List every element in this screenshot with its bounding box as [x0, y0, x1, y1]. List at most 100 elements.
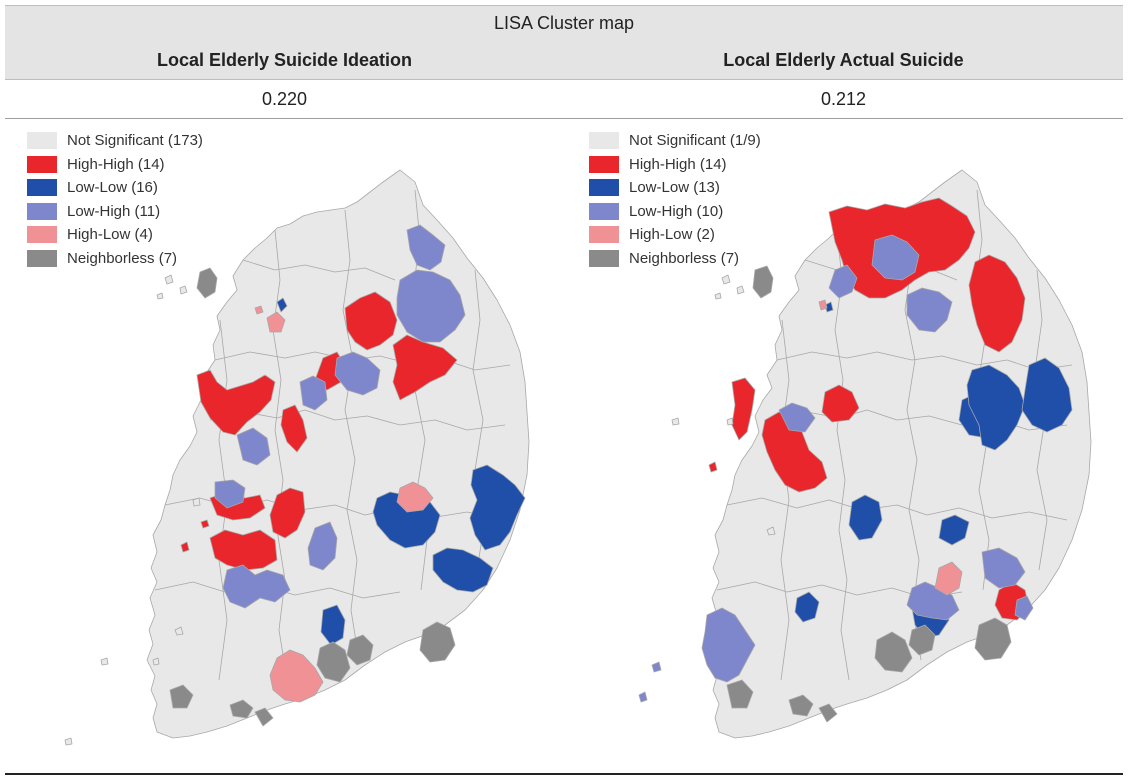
legend-label: Neighborless (7)	[629, 249, 740, 267]
district-neighborless	[169, 684, 194, 709]
island-low-high	[638, 661, 662, 703]
legend-item: Not Significant (1/9)	[589, 129, 761, 153]
district-neighborless	[818, 703, 838, 723]
district-high-high	[196, 369, 276, 436]
legend-label: Not Significant (173)	[67, 132, 203, 150]
district-high-low	[396, 481, 434, 513]
neighborless-swatch	[589, 249, 619, 267]
map-panel-actual: Not Significant (1/9) High-High (14) Low…	[567, 120, 1127, 775]
district-high-high	[269, 487, 306, 539]
high-low-swatch	[27, 226, 57, 244]
district-low-high	[406, 224, 446, 271]
district-low-high	[981, 547, 1026, 589]
legend-label: High-High (14)	[67, 155, 165, 173]
legend-item: Low-High (10)	[589, 200, 761, 224]
district-high-low	[934, 561, 963, 596]
district-low-high	[307, 521, 338, 571]
district-high-low	[254, 305, 264, 315]
moran-value-actual: 0.212	[820, 88, 867, 109]
legend-ideation: Not Significant (173) High-High (14) Low…	[27, 129, 203, 270]
district-low-high	[906, 581, 960, 621]
district-low-high	[222, 564, 291, 609]
legend-actual: Not Significant (1/9) High-High (14) Low…	[589, 129, 761, 270]
table-title-text: LISA Cluster map	[493, 13, 635, 33]
district-high-low	[818, 299, 828, 311]
legend-item: Neighborless (7)	[27, 247, 203, 271]
legend-label: Low-High (10)	[629, 202, 724, 220]
district-neighborless	[726, 679, 754, 709]
legend-item: Low-Low (16)	[27, 176, 203, 200]
legend-label: Not Significant (1/9)	[629, 132, 761, 150]
district-low-low	[432, 547, 494, 593]
district-high-high	[209, 529, 278, 571]
district-neighborless	[316, 641, 351, 683]
district-high-low	[266, 311, 286, 333]
district-low-low	[794, 591, 820, 623]
district-low-high	[334, 351, 381, 396]
legend-label: Low-High (11)	[67, 202, 161, 220]
district-neighborless	[419, 621, 456, 663]
legend-label: Neighborless (7)	[67, 249, 178, 267]
island-high-high	[180, 519, 210, 553]
district-neighborless	[196, 267, 218, 299]
district-high-high	[344, 291, 398, 351]
legend-label: Low-Low (13)	[629, 179, 720, 197]
district-neighborless	[229, 699, 254, 719]
district-low-high	[396, 269, 466, 343]
district-low-high	[299, 375, 328, 411]
district-high-high	[968, 254, 1026, 353]
legend-label: High-Low (2)	[629, 226, 715, 244]
neighborless-swatch	[27, 249, 57, 267]
legend-item: High-High (14)	[27, 153, 203, 177]
legend-label: High-Low (4)	[67, 226, 153, 244]
not-significant-swatch	[589, 132, 619, 150]
district-low-high	[828, 264, 858, 299]
not-significant-swatch	[27, 132, 57, 150]
legend-item: High-Low (4)	[27, 223, 203, 247]
district-low-low	[276, 297, 288, 313]
district-neighborless	[874, 631, 913, 673]
district-low-high	[778, 402, 816, 433]
legend-label: Low-Low (16)	[67, 179, 158, 197]
district-high-high	[392, 334, 458, 401]
legend-item: High-Low (2)	[589, 223, 761, 247]
district-neighborless	[974, 617, 1012, 661]
district-neighborless	[254, 707, 274, 727]
district-low-high	[236, 427, 271, 466]
korea-map-actual	[638, 169, 1092, 739]
column-header-row: Local Elderly Suicide Ideation Local Eld…	[5, 41, 1123, 80]
district-low-low	[848, 494, 883, 541]
legend-item: Neighborless (7)	[589, 247, 761, 271]
moran-value-ideation: 0.220	[261, 88, 308, 109]
district-low-low	[1021, 357, 1073, 433]
district-neighborless	[752, 265, 774, 299]
district-low-high	[906, 287, 953, 333]
district-low-low	[938, 514, 970, 546]
korea-map-ideation	[64, 169, 530, 746]
column-header-ideation: Local Elderly Suicide Ideation	[156, 49, 413, 70]
legend-item: Low-Low (13)	[589, 176, 761, 200]
island-shape	[671, 274, 776, 536]
moran-value-row: 0.220 0.212	[5, 80, 1123, 119]
table-title: LISA Cluster map	[5, 5, 1123, 42]
district-low-low	[966, 364, 1026, 451]
low-high-swatch	[589, 202, 619, 220]
district-neighborless	[908, 624, 936, 656]
district-high-low	[269, 649, 324, 703]
high-high-swatch	[27, 155, 57, 173]
legend-label: High-High (14)	[629, 155, 727, 173]
high-low-swatch	[589, 226, 619, 244]
district-high-high	[821, 384, 860, 423]
district-low-high	[701, 607, 756, 683]
district-low-low	[824, 301, 834, 313]
district-low-high	[871, 234, 920, 281]
district-low-low	[320, 604, 346, 646]
low-low-swatch	[589, 179, 619, 197]
district-high-high	[731, 377, 756, 441]
column-header-actual: Local Elderly Actual Suicide	[723, 49, 964, 70]
district-neighborless	[346, 634, 374, 666]
legend-item: High-High (14)	[589, 153, 761, 177]
district-low-high	[1014, 595, 1034, 621]
district-low-high	[214, 479, 246, 509]
legend-item: Not Significant (173)	[27, 129, 203, 153]
